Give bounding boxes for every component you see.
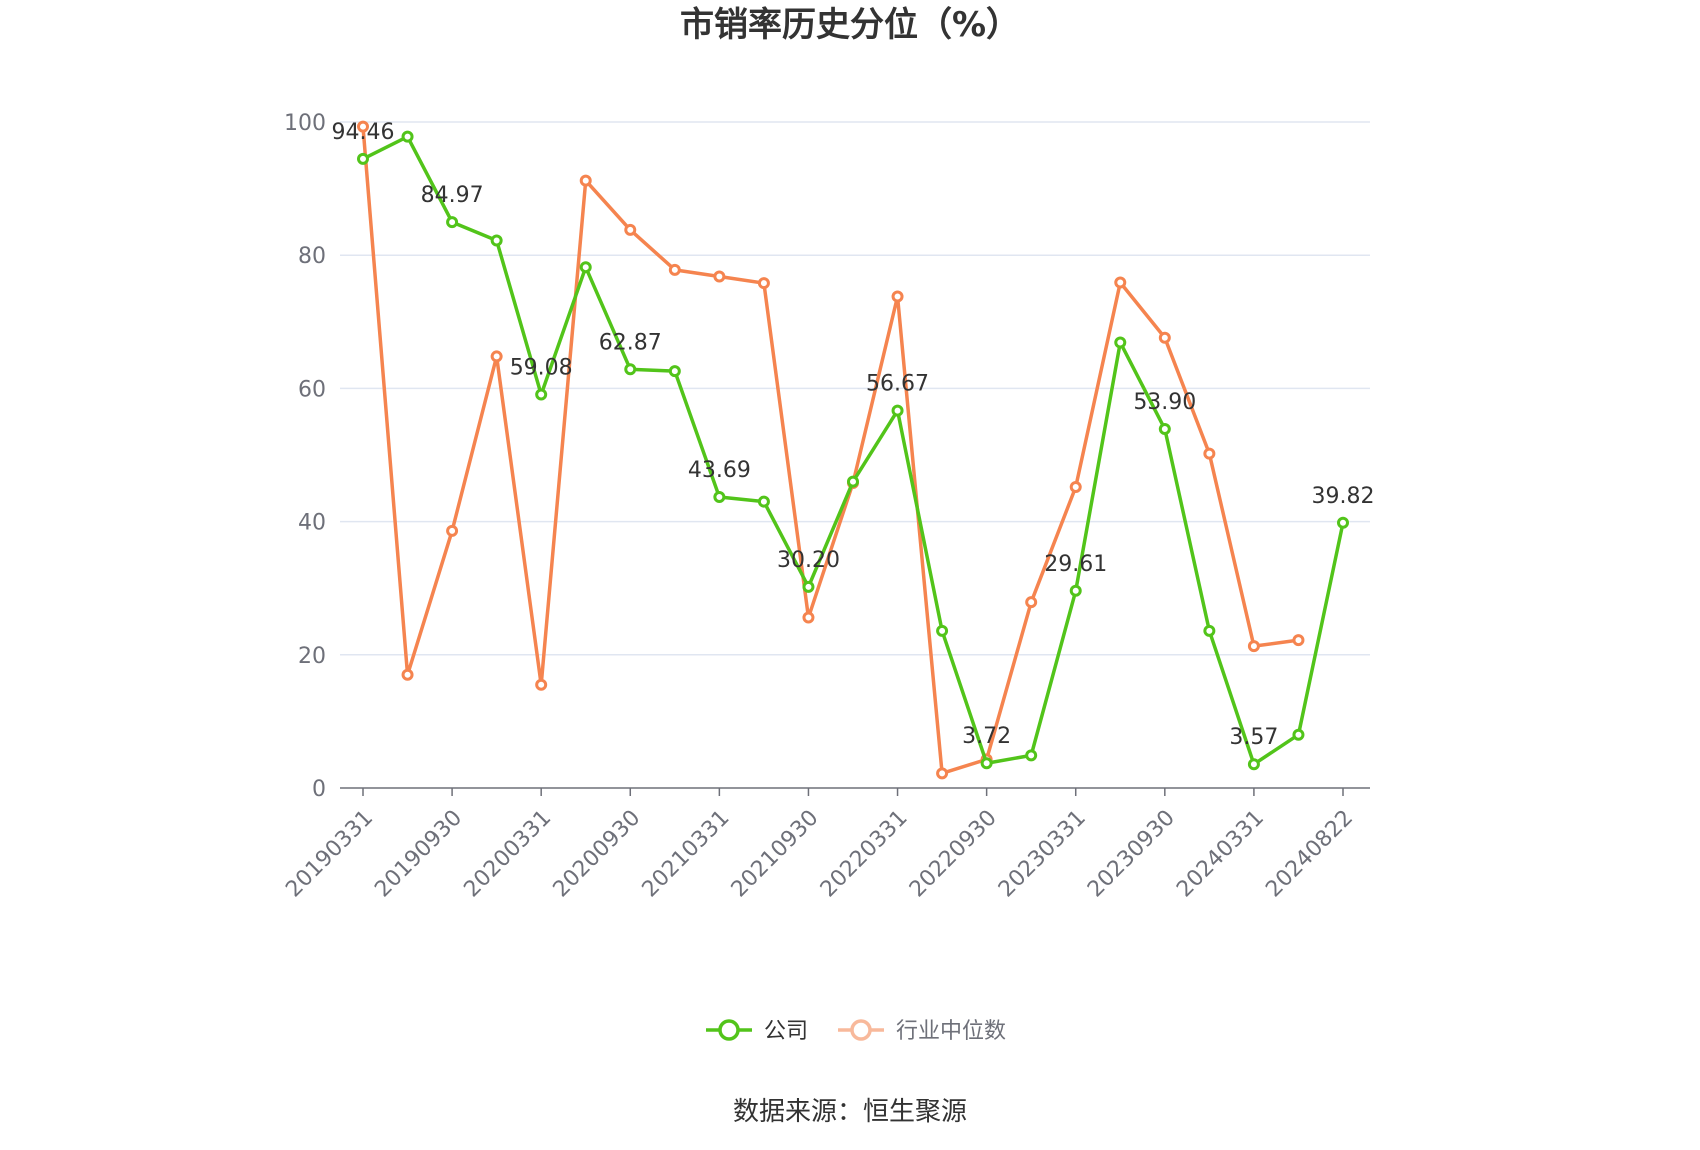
x-tick-label: 20210331 [638, 805, 735, 902]
x-tick-label: 20240822 [1261, 805, 1358, 902]
data-label: 62.87 [599, 330, 662, 355]
y-tick-label: 100 [284, 111, 326, 136]
data-point[interactable] [446, 524, 459, 537]
data-point[interactable] [936, 767, 949, 780]
y-axis: 0 20 40 60 80 100 [284, 111, 326, 802]
legend-item-行业中位数[interactable]: 行业中位数 [838, 1019, 1006, 1044]
data-point[interactable] [713, 491, 726, 504]
data-point[interactable] [668, 365, 681, 378]
y-tick-label: 0 [312, 777, 326, 802]
data-point[interactable] [446, 216, 459, 229]
data-point[interactable] [1069, 584, 1082, 597]
data-point[interactable] [401, 130, 414, 143]
data-label: 29.61 [1044, 552, 1107, 577]
x-tick-label: 20190331 [281, 805, 378, 902]
data-point[interactable] [1025, 749, 1038, 762]
data-point[interactable] [802, 580, 815, 593]
x-tick-label: 20230331 [994, 805, 1091, 902]
data-point[interactable] [1069, 480, 1082, 493]
data-point[interactable] [624, 363, 637, 376]
data-point[interactable] [1292, 728, 1305, 741]
data-point[interactable] [1247, 640, 1260, 653]
data-point[interactable] [490, 234, 503, 247]
data-point[interactable] [936, 624, 949, 637]
data-point[interactable] [1203, 624, 1216, 637]
data-point[interactable] [713, 270, 726, 283]
grid-lines [340, 121, 1370, 656]
data-point[interactable] [624, 223, 637, 236]
data-point[interactable] [579, 174, 592, 187]
x-tick-label: 20190930 [370, 805, 467, 902]
data-point[interactable] [357, 152, 369, 165]
y-tick-label: 20 [298, 644, 326, 669]
y-tick-label: 40 [298, 511, 326, 536]
data-label: 39.82 [1312, 484, 1375, 509]
series-公司: 94.46 84.97 59.08 62.87 43.69 30.20 56.67 3.72 2… [332, 120, 1375, 771]
data-label: 3.57 [1229, 725, 1278, 750]
legend-item-公司[interactable]: 公司 [706, 1019, 808, 1044]
data-point[interactable] [401, 668, 414, 681]
data-label: 84.97 [421, 183, 484, 208]
source-note: 数据来源：恒生聚源 [733, 1097, 967, 1127]
data-point[interactable] [757, 495, 770, 508]
data-label: 56.67 [866, 372, 929, 397]
data-point[interactable] [357, 120, 369, 133]
chart-title: 市销率历史分位（%） [680, 5, 1020, 45]
data-point[interactable] [1025, 596, 1038, 609]
data-point[interactable] [847, 475, 859, 488]
x-tick-label: 20210930 [727, 805, 824, 902]
series-行业中位数 [357, 120, 1305, 780]
data-point[interactable] [490, 350, 503, 363]
legend-label: 公司 [764, 1019, 808, 1044]
legend-marker [718, 1019, 740, 1041]
x-tick-label: 20230930 [1083, 805, 1180, 902]
data-point[interactable] [1247, 758, 1260, 771]
data-point[interactable] [1203, 447, 1216, 460]
y-tick-label: 80 [298, 244, 326, 269]
data-point[interactable] [668, 263, 681, 276]
data-label: 53.90 [1133, 390, 1196, 415]
data-point[interactable] [891, 404, 904, 417]
data-point[interactable] [1292, 634, 1305, 647]
series-line [361, 126, 1299, 776]
data-point[interactable] [1158, 423, 1171, 436]
legend-marker [850, 1019, 872, 1041]
data-point[interactable] [1158, 331, 1171, 344]
x-tick-label: 20220331 [816, 805, 913, 902]
data-point[interactable] [1114, 336, 1127, 349]
x-tick-label: 20220930 [905, 805, 1002, 902]
data-point[interactable] [1337, 516, 1349, 529]
data-point[interactable] [1114, 276, 1127, 289]
plot-area: 94.46 84.97 59.08 62.87 43.69 30.20 56.67 3.72 2… [332, 120, 1375, 780]
data-point[interactable] [579, 261, 592, 274]
x-tick-label: 20200331 [459, 805, 556, 902]
x-axis: 2019033120190930202003312020093020210331… [281, 787, 1370, 902]
x-tick-label: 20240331 [1172, 805, 1269, 902]
data-label: 43.69 [688, 458, 751, 483]
data-point[interactable] [802, 611, 815, 624]
x-tick-label: 20200930 [549, 805, 646, 902]
data-label: 3.72 [962, 724, 1011, 749]
data-point[interactable] [980, 757, 993, 770]
data-point[interactable] [535, 678, 548, 691]
data-point[interactable] [757, 277, 770, 290]
data-point[interactable] [535, 388, 548, 401]
data-label: 30.20 [777, 548, 840, 573]
data-label: 94.46 [332, 120, 395, 145]
legend[interactable]: 公司 行业中位数 [706, 1019, 1006, 1044]
data-label: 59.08 [510, 356, 573, 381]
legend-label: 行业中位数 [896, 1019, 1006, 1044]
data-point[interactable] [891, 290, 904, 303]
y-tick-label: 60 [298, 377, 326, 402]
